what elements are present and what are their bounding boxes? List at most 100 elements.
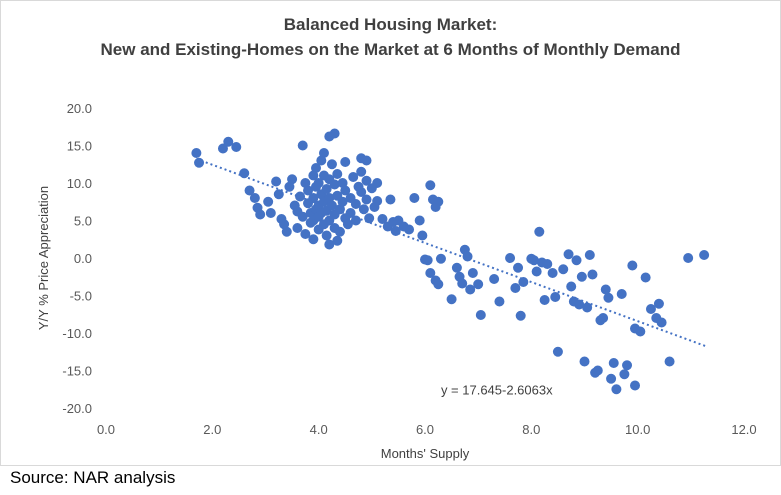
data-point	[627, 260, 638, 271]
data-point	[350, 199, 361, 209]
data-point	[598, 313, 609, 323]
data-point	[576, 271, 587, 282]
y-tick-label: 20.0	[67, 101, 92, 116]
y-tick-label: 0.0	[74, 251, 92, 266]
data-point	[606, 373, 617, 384]
data-point	[350, 215, 361, 226]
data-point	[194, 157, 205, 168]
data-point	[467, 268, 478, 278]
data-point	[489, 274, 500, 284]
data-point	[239, 168, 250, 179]
data-point	[263, 196, 274, 207]
data-point	[531, 266, 542, 277]
data-point	[324, 193, 335, 203]
y-axis-ticks: 20.0 15.0 10.0 5.0 0.0 -5.0 -10.0 -15.0 -20.0	[62, 101, 92, 416]
data-point	[249, 193, 260, 203]
data-point	[385, 194, 396, 205]
data-point	[255, 209, 266, 220]
data-point	[558, 264, 569, 275]
data-point	[505, 253, 516, 263]
x-tick-label: 12.0	[731, 422, 756, 437]
data-point	[510, 283, 521, 293]
data-point	[358, 204, 369, 215]
data-point	[273, 189, 284, 200]
y-tick-label: -20.0	[62, 401, 92, 416]
data-point	[356, 166, 367, 177]
scatter-chart: 20.0 15.0 10.0 5.0 0.0 -5.0 -10.0 -15.0 -20.0 0.…	[36, 101, 757, 461]
trendline	[196, 157, 708, 348]
data-point	[630, 380, 641, 391]
data-point	[308, 193, 319, 203]
data-point	[683, 253, 694, 263]
data-point	[587, 269, 598, 280]
data-point	[361, 194, 372, 205]
data-point	[292, 223, 303, 233]
data-point	[566, 281, 577, 292]
data-point	[404, 224, 415, 235]
chart-title-line-2: New and Existing-Homes on the Market at …	[100, 40, 681, 59]
data-point	[313, 178, 324, 188]
data-point	[332, 169, 343, 179]
data-point	[361, 175, 372, 186]
data-point	[542, 259, 553, 269]
data-point	[579, 356, 590, 367]
data-point	[539, 295, 550, 305]
chart-title-line-1: Balanced Housing Market:	[283, 15, 498, 34]
data-point	[372, 196, 383, 206]
data-point	[337, 178, 348, 188]
data-point	[656, 317, 667, 328]
data-point	[217, 143, 228, 154]
data-point	[332, 235, 343, 246]
data-point	[513, 262, 524, 273]
data-point	[295, 191, 306, 202]
data-point	[550, 292, 561, 302]
data-point	[462, 251, 473, 262]
data-point	[409, 193, 420, 203]
x-tick-label: 10.0	[625, 422, 650, 437]
data-point	[414, 215, 425, 226]
data-point	[326, 200, 337, 211]
data-point	[334, 204, 345, 215]
data-point	[361, 155, 372, 166]
data-point	[574, 299, 585, 310]
data-point	[635, 326, 646, 337]
y-axis-title: Y/Y % Price Appreciation	[36, 186, 51, 330]
data-point	[518, 277, 529, 287]
data-point	[465, 284, 476, 295]
data-point	[377, 214, 388, 224]
data-point	[475, 310, 486, 320]
data-point	[340, 157, 351, 167]
data-point	[446, 294, 457, 305]
data-point	[582, 302, 593, 313]
data-point	[473, 279, 484, 290]
y-tick-label: 10.0	[67, 176, 92, 191]
data-point	[231, 142, 242, 152]
data-point	[600, 284, 611, 295]
y-tick-label: -15.0	[62, 364, 92, 379]
data-point	[528, 255, 539, 266]
data-point	[699, 250, 710, 260]
data-point	[390, 226, 401, 236]
data-point	[616, 289, 627, 299]
trendline-equation: y = 17.645-2.6063x	[441, 382, 553, 397]
data-point	[297, 211, 308, 222]
data-point	[340, 185, 351, 196]
data-point	[329, 179, 340, 190]
data-point	[433, 196, 444, 207]
data-point	[451, 262, 462, 273]
data-point	[321, 230, 332, 241]
y-tick-label: -10.0	[62, 326, 92, 341]
y-tick-label: 15.0	[67, 139, 92, 154]
y-tick-label: 5.0	[74, 214, 92, 229]
data-point	[356, 187, 367, 197]
data-point	[334, 226, 345, 237]
data-point	[342, 219, 353, 230]
data-point	[345, 208, 356, 218]
data-point	[417, 230, 428, 241]
data-point	[300, 178, 311, 188]
data-point	[494, 296, 505, 307]
data-point	[425, 268, 436, 278]
data-point	[552, 346, 563, 357]
data-point	[433, 279, 444, 290]
x-axis-title: Months' Supply	[381, 446, 470, 461]
